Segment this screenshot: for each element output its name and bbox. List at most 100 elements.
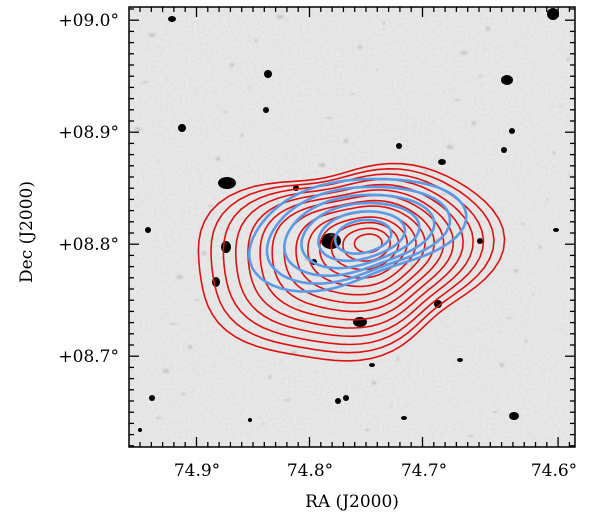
star xyxy=(335,398,341,404)
x-tick-label: 74.9° xyxy=(174,461,220,481)
star xyxy=(477,238,483,244)
star xyxy=(438,159,446,165)
faint-source xyxy=(180,393,186,395)
faint-source xyxy=(233,181,237,183)
faint-source xyxy=(382,21,386,25)
red-contour-level xyxy=(210,167,495,354)
blue-contour-level xyxy=(317,210,407,263)
faint-source xyxy=(155,417,163,419)
star xyxy=(138,428,142,432)
faint-source xyxy=(524,339,528,343)
faint-source xyxy=(424,169,428,173)
star xyxy=(149,395,155,401)
star xyxy=(553,228,559,232)
star xyxy=(263,107,269,113)
x-tick-label: 74.7° xyxy=(401,461,447,481)
y-tick-label: +09.0° xyxy=(58,11,119,31)
faint-source xyxy=(506,317,512,319)
faint-source xyxy=(141,81,149,83)
faint-source xyxy=(478,75,484,77)
star xyxy=(501,75,513,85)
faint-source xyxy=(276,15,284,19)
star xyxy=(434,300,442,308)
faint-source xyxy=(566,57,570,61)
red-contour-level xyxy=(197,162,506,362)
x-tick-label: 74.8° xyxy=(287,461,333,481)
y-tick-labels: +09.0° +08.9° +08.8° +08.7° xyxy=(58,11,119,367)
faint-source xyxy=(552,151,556,155)
faint-source xyxy=(283,399,291,401)
blue-contour-level xyxy=(333,218,393,255)
blue-contour-level xyxy=(265,185,452,285)
faint-source xyxy=(201,251,207,255)
optical-background-image xyxy=(129,7,575,447)
plot-frame xyxy=(128,6,576,448)
red-contour-level xyxy=(353,233,383,254)
star xyxy=(401,416,407,420)
faint-source xyxy=(499,363,505,367)
faint-source xyxy=(492,411,498,413)
red-contour-level xyxy=(295,205,426,296)
faint-source xyxy=(350,93,356,95)
star xyxy=(369,363,375,367)
x-tick-label: 74.6° xyxy=(531,461,577,481)
star xyxy=(145,227,151,233)
star xyxy=(264,70,272,78)
faint-source xyxy=(169,323,177,325)
y-tick-label: +08.8° xyxy=(58,235,119,255)
faint-source xyxy=(148,33,156,37)
faint-source xyxy=(389,405,393,407)
faint-source xyxy=(446,145,454,149)
faint-source xyxy=(559,105,563,107)
star xyxy=(168,16,176,22)
faint-source xyxy=(187,345,193,349)
faint-source xyxy=(215,157,221,161)
star xyxy=(221,241,231,253)
blue-contour-level xyxy=(300,201,421,270)
faint-source xyxy=(453,99,461,101)
faint-source xyxy=(229,63,235,67)
faint-source xyxy=(471,121,477,125)
red-contour-level xyxy=(271,194,445,313)
y-tick-label: +08.9° xyxy=(58,123,119,143)
faint-source xyxy=(485,27,491,31)
axis-ticks xyxy=(129,7,575,447)
faint-source xyxy=(396,357,400,361)
blue-contour-set xyxy=(247,177,468,293)
faint-source xyxy=(371,381,377,385)
blue-contour-level xyxy=(282,193,436,277)
faint-source xyxy=(254,39,258,43)
faint-source xyxy=(531,293,535,295)
faint-source xyxy=(208,205,214,207)
star xyxy=(547,8,559,20)
star xyxy=(509,412,519,420)
red-contour-level xyxy=(259,189,455,321)
faint-source xyxy=(133,11,137,13)
faint-source xyxy=(460,51,468,55)
faint-source xyxy=(343,139,349,143)
star xyxy=(396,143,402,149)
faint-source xyxy=(520,223,526,225)
faint-source xyxy=(240,133,244,137)
red-contour-level xyxy=(330,221,400,271)
faint-source xyxy=(538,245,542,249)
faint-source xyxy=(222,111,228,113)
x-tick-labels: 74.9° 74.8° 74.7° 74.6° xyxy=(174,461,577,481)
faint-source xyxy=(329,233,335,237)
blue-contour-level xyxy=(247,177,468,293)
faint-source xyxy=(545,199,549,201)
star xyxy=(178,124,186,132)
star xyxy=(343,395,349,401)
star xyxy=(218,177,236,189)
star xyxy=(501,147,507,153)
faint-source xyxy=(513,269,519,273)
y-axis-title: Dec (J2000) xyxy=(17,181,37,283)
faint-source xyxy=(162,369,170,373)
faint-source xyxy=(439,193,447,195)
faint-source xyxy=(247,87,251,89)
faint-source xyxy=(268,375,272,379)
star xyxy=(457,358,463,362)
x-axis-title: RA (J2000) xyxy=(305,492,399,512)
faint-source xyxy=(467,435,475,437)
